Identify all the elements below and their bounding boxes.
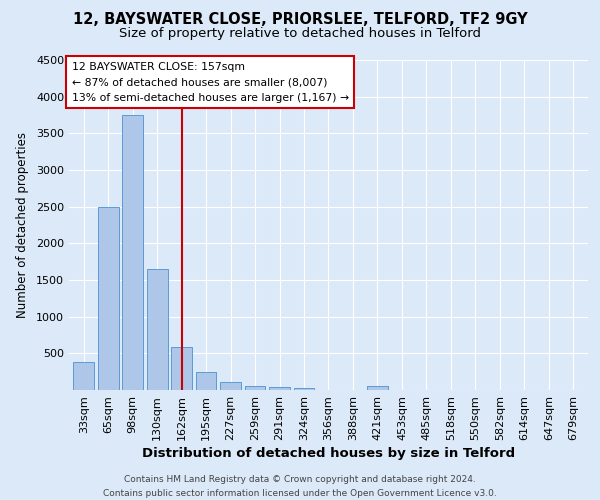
X-axis label: Distribution of detached houses by size in Telford: Distribution of detached houses by size … (142, 447, 515, 460)
Text: 12, BAYSWATER CLOSE, PRIORSLEE, TELFORD, TF2 9GY: 12, BAYSWATER CLOSE, PRIORSLEE, TELFORD,… (73, 12, 527, 28)
Bar (269, 386, 290, 390)
Bar (220, 382, 241, 390)
Bar (98, 206, 119, 390)
Bar (171, 348, 192, 390)
Bar (293, 388, 314, 390)
Bar (196, 372, 217, 390)
Bar (73, 362, 94, 390)
Bar (367, 386, 388, 390)
Text: Contains HM Land Registry data © Crown copyright and database right 2024.
Contai: Contains HM Land Registry data © Crown c… (103, 476, 497, 498)
Bar (122, 115, 143, 390)
Text: Size of property relative to detached houses in Telford: Size of property relative to detached ho… (119, 28, 481, 40)
Bar (147, 269, 167, 390)
Text: 12 BAYSWATER CLOSE: 157sqm
← 87% of detached houses are smaller (8,007)
13% of s: 12 BAYSWATER CLOSE: 157sqm ← 87% of deta… (71, 62, 349, 103)
Bar (245, 386, 265, 390)
Y-axis label: Number of detached properties: Number of detached properties (16, 132, 29, 318)
